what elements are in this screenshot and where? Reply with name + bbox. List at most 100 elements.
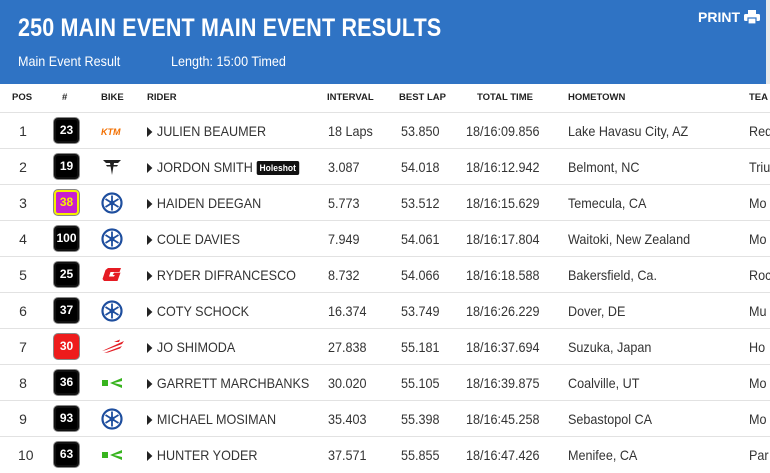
total-time-cell: 18/16:17.804	[466, 231, 540, 247]
best-lap-cell: 55.105	[401, 375, 440, 391]
result-type-label: Main Event Result	[18, 53, 121, 69]
table-row[interactable]: 4 100 COLE DAVIES 7.949 54.061 18/16:17.804 Wa…	[0, 220, 770, 257]
position-cell: 6	[19, 303, 27, 319]
hometown-cell: Sebastopol CA	[568, 411, 653, 427]
team-cell: Triu	[749, 159, 770, 175]
yamaha-logo-icon	[100, 228, 124, 250]
col-interval: INTERVAL	[327, 92, 374, 103]
rider-name[interactable]: MICHAEL MOSIMAN	[156, 411, 277, 427]
team-cell: Red	[749, 123, 770, 139]
race-length-label: Length: 15:00 Timed	[171, 53, 286, 69]
total-time-cell: 18/16:12.942	[466, 159, 540, 175]
printer-icon	[744, 10, 760, 24]
col-team: TEA	[749, 92, 768, 103]
expand-arrow-icon[interactable]	[147, 235, 153, 246]
expand-arrow-icon[interactable]	[147, 451, 153, 462]
rider-cell[interactable]: JORDON SMITH Holeshot	[147, 149, 299, 185]
hometown-cell: Lake Havasu City, AZ	[568, 123, 689, 139]
expand-arrow-icon[interactable]	[147, 163, 153, 174]
rider-name[interactable]: JORDON SMITH	[156, 159, 253, 175]
expand-arrow-icon[interactable]	[147, 307, 153, 318]
team-cell: Ho	[749, 339, 766, 355]
table-row[interactable]: 8 36 GARRETT MARCHBANKS 30.020 55.105 18/16:3…	[0, 364, 770, 401]
table-row[interactable]: 2 19 JORDON SMITH Holeshot 3.087 54.018 18/16:…	[0, 148, 770, 185]
team-cell: Mo	[749, 411, 767, 427]
position-cell: 8	[19, 375, 27, 391]
interval-cell: 3.087	[328, 159, 360, 175]
print-button[interactable]: PRINT	[698, 9, 760, 25]
team-cell: Mu	[749, 303, 767, 319]
table-row[interactable]: 10 63 HUNTER YODER 37.571 55.855 18/16:47.426…	[0, 436, 770, 473]
triumph-logo-icon	[100, 156, 124, 178]
rider-cell[interactable]: GARRETT MARCHBANKS	[147, 365, 309, 401]
total-time-cell: 18/16:15.629	[466, 195, 540, 211]
position-cell: 1	[19, 123, 27, 139]
rider-cell[interactable]: JO SHIMODA	[147, 329, 235, 365]
rider-cell[interactable]: HAIDEN DEEGAN	[147, 185, 261, 221]
rider-number-plate: 63	[54, 442, 79, 467]
best-lap-cell: 55.181	[401, 339, 440, 355]
yamaha-logo-icon	[100, 408, 124, 430]
table-row[interactable]: 9 93 MICHAEL MOSIMAN 35.403 55.398 18/16:45.2…	[0, 400, 770, 437]
col-number: #	[62, 92, 68, 103]
rider-cell[interactable]: JULIEN BEAUMER	[147, 113, 266, 149]
expand-arrow-icon[interactable]	[147, 127, 153, 138]
best-lap-cell: 53.512	[401, 195, 440, 211]
table-row[interactable]: 1 23 KTM JULIEN BEAUMER 18 Laps 53.850 18/16:0…	[0, 112, 770, 149]
expand-arrow-icon[interactable]	[147, 343, 153, 354]
rider-name[interactable]: GARRETT MARCHBANKS	[156, 375, 310, 391]
honda-logo-icon	[100, 336, 124, 358]
hometown-cell: Suzuka, Japan	[568, 339, 652, 355]
rider-name[interactable]: JO SHIMODA	[156, 339, 236, 355]
rider-number-plate: 19	[54, 154, 79, 179]
rider-name[interactable]: RYDER DIFRANCESCO	[156, 267, 296, 283]
hometown-cell: Temecula, CA	[568, 195, 647, 211]
print-label: PRINT	[698, 9, 740, 25]
col-pos: POS	[12, 92, 33, 103]
page-title: 250 MAIN EVENT MAIN EVENT RESULTS	[18, 14, 442, 42]
position-cell: 9	[19, 411, 27, 427]
rider-number-plate: 30	[54, 334, 79, 359]
col-bike: BIKE	[101, 92, 124, 103]
table-row[interactable]: 6 37 COTY SCHOCK 16.374 53.749 18/16:26.229 Do…	[0, 292, 770, 329]
rider-name[interactable]: COTY SCHOCK	[156, 303, 250, 319]
table-row[interactable]: 3 38 HAIDEN DEEGAN 5.773 53.512 18/16:15.629 T…	[0, 184, 770, 221]
best-lap-cell: 55.855	[401, 447, 440, 463]
team-cell: Mo	[749, 195, 767, 211]
total-time-cell: 18/16:37.694	[466, 339, 540, 355]
table-row[interactable]: 7 30 JO SHIMODA 27.838 55.181 18/16:37.694 Suz…	[0, 328, 770, 365]
rider-cell[interactable]: MICHAEL MOSIMAN	[147, 401, 276, 437]
rider-name[interactable]: HUNTER YODER	[156, 447, 258, 463]
rider-name[interactable]: JULIEN BEAUMER	[156, 123, 267, 139]
yamaha-logo-icon	[100, 192, 124, 214]
best-lap-cell: 54.061	[401, 231, 440, 247]
expand-arrow-icon[interactable]	[147, 379, 153, 390]
interval-cell: 16.374	[328, 303, 367, 319]
rider-number-plate: 36	[54, 370, 79, 395]
rider-name[interactable]: COLE DAVIES	[156, 231, 240, 247]
best-lap-cell: 54.066	[401, 267, 440, 283]
expand-arrow-icon[interactable]	[147, 199, 153, 210]
rider-cell[interactable]: RYDER DIFRANCESCO	[147, 257, 296, 293]
yamaha-logo-icon	[100, 300, 124, 322]
position-cell: 5	[19, 267, 27, 283]
best-lap-cell: 53.749	[401, 303, 440, 319]
rider-cell[interactable]: COLE DAVIES	[147, 221, 240, 257]
expand-arrow-icon[interactable]	[147, 415, 153, 426]
rider-cell[interactable]: HUNTER YODER	[147, 437, 257, 473]
rider-number-plate: 23	[54, 118, 79, 143]
team-cell: Mo	[749, 231, 767, 247]
ktm-logo-icon: KTM	[100, 120, 124, 142]
holeshot-badge: Holeshot	[256, 161, 299, 176]
best-lap-cell: 54.018	[401, 159, 440, 175]
rider-name[interactable]: HAIDEN DEEGAN	[156, 195, 262, 211]
table-row[interactable]: 5 25 RYDER DIFRANCESCO 8.732 54.066 18/16:18.…	[0, 256, 770, 293]
expand-arrow-icon[interactable]	[147, 271, 153, 282]
col-rider: RIDER	[147, 92, 177, 103]
total-time-cell: 18/16:45.258	[466, 411, 540, 427]
col-total-time: TOTAL TIME	[477, 92, 533, 103]
rider-number-plate: 25	[54, 262, 79, 287]
svg-text:KTM: KTM	[101, 127, 121, 137]
total-time-cell: 18/16:09.856	[466, 123, 540, 139]
rider-cell[interactable]: COTY SCHOCK	[147, 293, 249, 329]
